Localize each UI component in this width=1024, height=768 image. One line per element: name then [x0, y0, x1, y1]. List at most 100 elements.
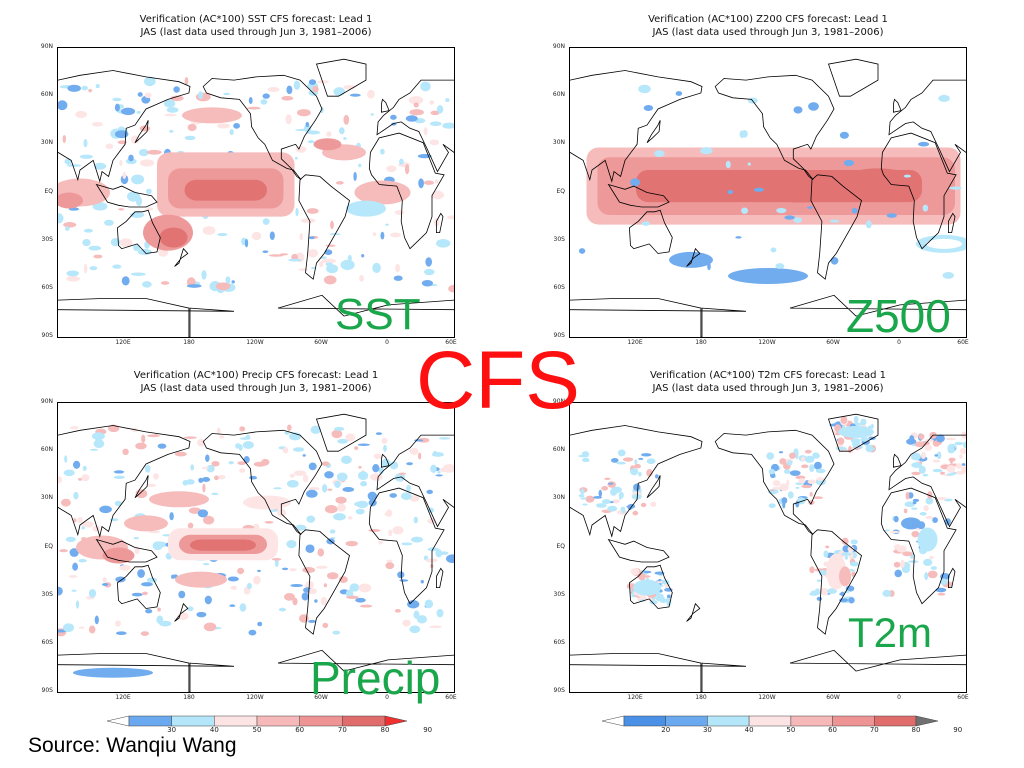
contour-speck: [813, 496, 824, 500]
lon-label: 120E: [115, 339, 131, 346]
contour-speck: [435, 474, 443, 477]
source-credit: Source: Wanqiu Wang: [28, 734, 237, 757]
contour-speck: [335, 181, 344, 185]
colorbar-cell: [601, 715, 625, 727]
coastline-namerica: [202, 429, 323, 536]
contour-speck: [438, 437, 451, 440]
colorbar-tick-label: 20: [661, 726, 671, 734]
contour-speck: [860, 418, 867, 426]
contour-speck: [807, 479, 817, 485]
contour-speck: [201, 466, 209, 470]
coastline-greenland: [315, 58, 367, 97]
contour-speck: [385, 223, 389, 226]
contour-speck: [783, 469, 791, 475]
contour-speck: [700, 147, 713, 155]
contour-speck: [860, 437, 870, 442]
contour-speck: [121, 276, 130, 286]
contour-speck: [640, 453, 652, 457]
contour-speck: [197, 509, 209, 518]
contour-speck: [322, 622, 329, 628]
contour-speck: [308, 486, 320, 491]
contour-speck: [654, 150, 665, 158]
lon-label: 120W: [246, 339, 264, 346]
contour-speck: [83, 139, 88, 148]
contour-blob: [159, 227, 188, 248]
contour-speck: [355, 508, 365, 515]
lon-label: 60E: [445, 694, 457, 701]
contour-speck: [911, 530, 920, 538]
contour-speck: [215, 282, 231, 291]
contour-speck: [287, 424, 292, 431]
contour-speck: [770, 489, 774, 492]
coastline-uk: [380, 98, 390, 113]
contour-speck: [776, 207, 787, 214]
contour-speck: [937, 592, 946, 596]
colorbar-tick-label: 90: [423, 726, 433, 734]
contour-speck: [406, 485, 411, 492]
contour-speck: [809, 491, 813, 497]
contour-speck: [962, 441, 966, 449]
contour-speck: [370, 113, 374, 116]
contour-speck: [959, 454, 963, 459]
colorbar-cell: [342, 715, 386, 727]
coastline-madagascar: [947, 212, 956, 234]
contour-speck: [956, 470, 966, 475]
contour-speck: [246, 582, 252, 590]
contour-speck: [413, 516, 419, 524]
contour-speck: [955, 463, 963, 469]
contour-speck: [808, 102, 819, 111]
contour-speck: [122, 171, 127, 180]
contour-speck: [146, 207, 154, 211]
contour-speck: [582, 457, 590, 463]
contour-speck: [65, 226, 70, 231]
contour-speck: [851, 207, 858, 214]
contour-speck: [239, 603, 247, 612]
coastline-japan: [646, 475, 661, 499]
contour-speck: [393, 275, 403, 281]
contour-speck: [646, 469, 653, 477]
contour-speck: [73, 518, 77, 523]
contour-speck: [919, 511, 927, 516]
coastline-indonesia: [607, 538, 670, 563]
contour-blob: [73, 667, 153, 678]
map-canvas: [570, 413, 966, 692]
contour-speck: [421, 279, 433, 287]
coastlines: [570, 58, 966, 337]
title-line-1: Verification (AC*100) Z200 CFS forecast:…: [648, 14, 888, 25]
coastline-antarctica: [570, 298, 747, 337]
colorbar-tick-label: 30: [167, 726, 177, 734]
contour-speck: [142, 591, 148, 596]
contour-speck: [202, 562, 210, 566]
colorbar-tick-label: 50: [786, 726, 796, 734]
colorbar-tick-label: 40: [744, 726, 754, 734]
contour-speck: [228, 461, 234, 465]
contour-speck: [63, 469, 75, 477]
contour-speck: [839, 131, 849, 139]
colorbar-tick-label: 30: [702, 726, 712, 734]
coastline-japan: [134, 475, 149, 499]
contour-speck: [851, 442, 857, 447]
contour-speck: [141, 434, 146, 443]
contour-speck: [782, 501, 786, 509]
contour-speck: [332, 630, 341, 635]
contour-speck: [837, 437, 845, 445]
coastlines: [58, 58, 454, 337]
contour-speck: [143, 76, 156, 87]
coastline-nz: [174, 602, 189, 622]
contour-speck: [410, 536, 424, 543]
contour-speck: [361, 254, 365, 258]
contour-speck: [386, 559, 393, 563]
contour-speck: [79, 154, 93, 159]
contour-speck: [71, 589, 77, 592]
contour-speck: [115, 620, 121, 627]
contour-speck: [261, 458, 270, 466]
contour-speck: [395, 263, 401, 273]
lat-label: 30S: [553, 590, 565, 598]
contour-speck: [320, 106, 324, 114]
contour-speck: [959, 447, 966, 455]
contour-speck: [278, 607, 286, 612]
contour-speck: [389, 493, 397, 498]
contour-speck: [244, 238, 249, 248]
contour-speck: [321, 484, 328, 493]
contour-speck: [844, 555, 849, 560]
